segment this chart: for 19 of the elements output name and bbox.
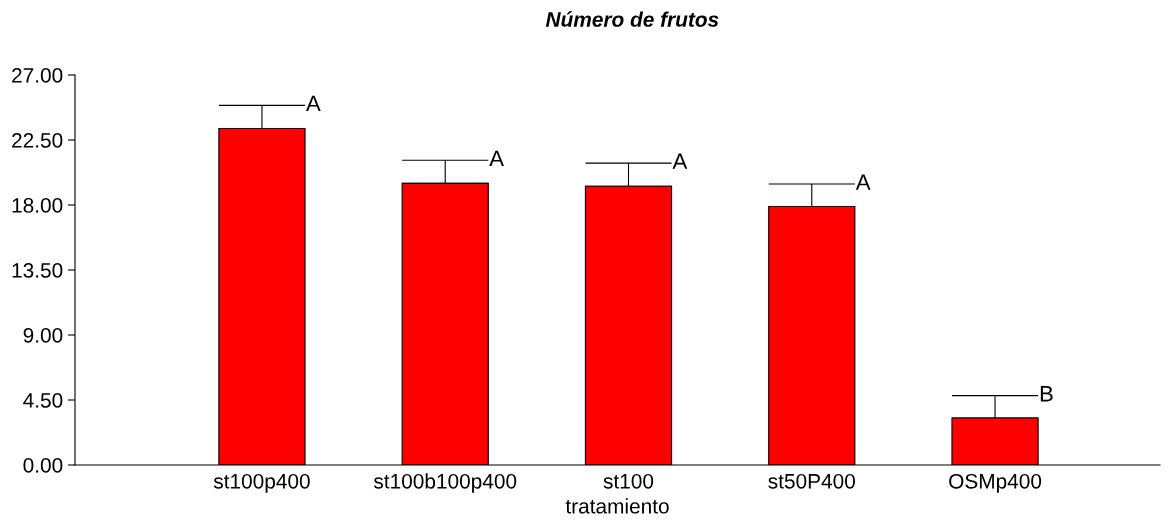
y-tick-label: 18.00 <box>12 198 63 213</box>
x-axis-title: tratamiento <box>565 498 669 514</box>
x-tick-label: st100p400 <box>213 473 310 493</box>
annotation: A <box>489 150 504 166</box>
y-tick-label: 0.00 <box>23 458 63 473</box>
y-tick-label: 9.00 <box>23 328 63 343</box>
annotation: A <box>672 153 688 169</box>
y-tick-label: 22.50 <box>12 133 63 148</box>
x-tick-label: st50P400 <box>768 473 855 489</box>
annotation: B <box>1040 386 1053 402</box>
x-tick-label: OSMp400 <box>949 473 1042 493</box>
annotation: A <box>305 95 321 112</box>
y-tick-label: 13.50 <box>12 263 63 278</box>
annotation: A <box>855 174 871 190</box>
y-tick-label: 4.50 <box>23 393 63 408</box>
x-tick-label: st100 <box>603 473 654 489</box>
chart-title: Número de frutos <box>545 11 719 27</box>
y-tick-label: 27.00 <box>12 68 63 83</box>
x-tick-label: st100b100p400 <box>373 473 517 493</box>
